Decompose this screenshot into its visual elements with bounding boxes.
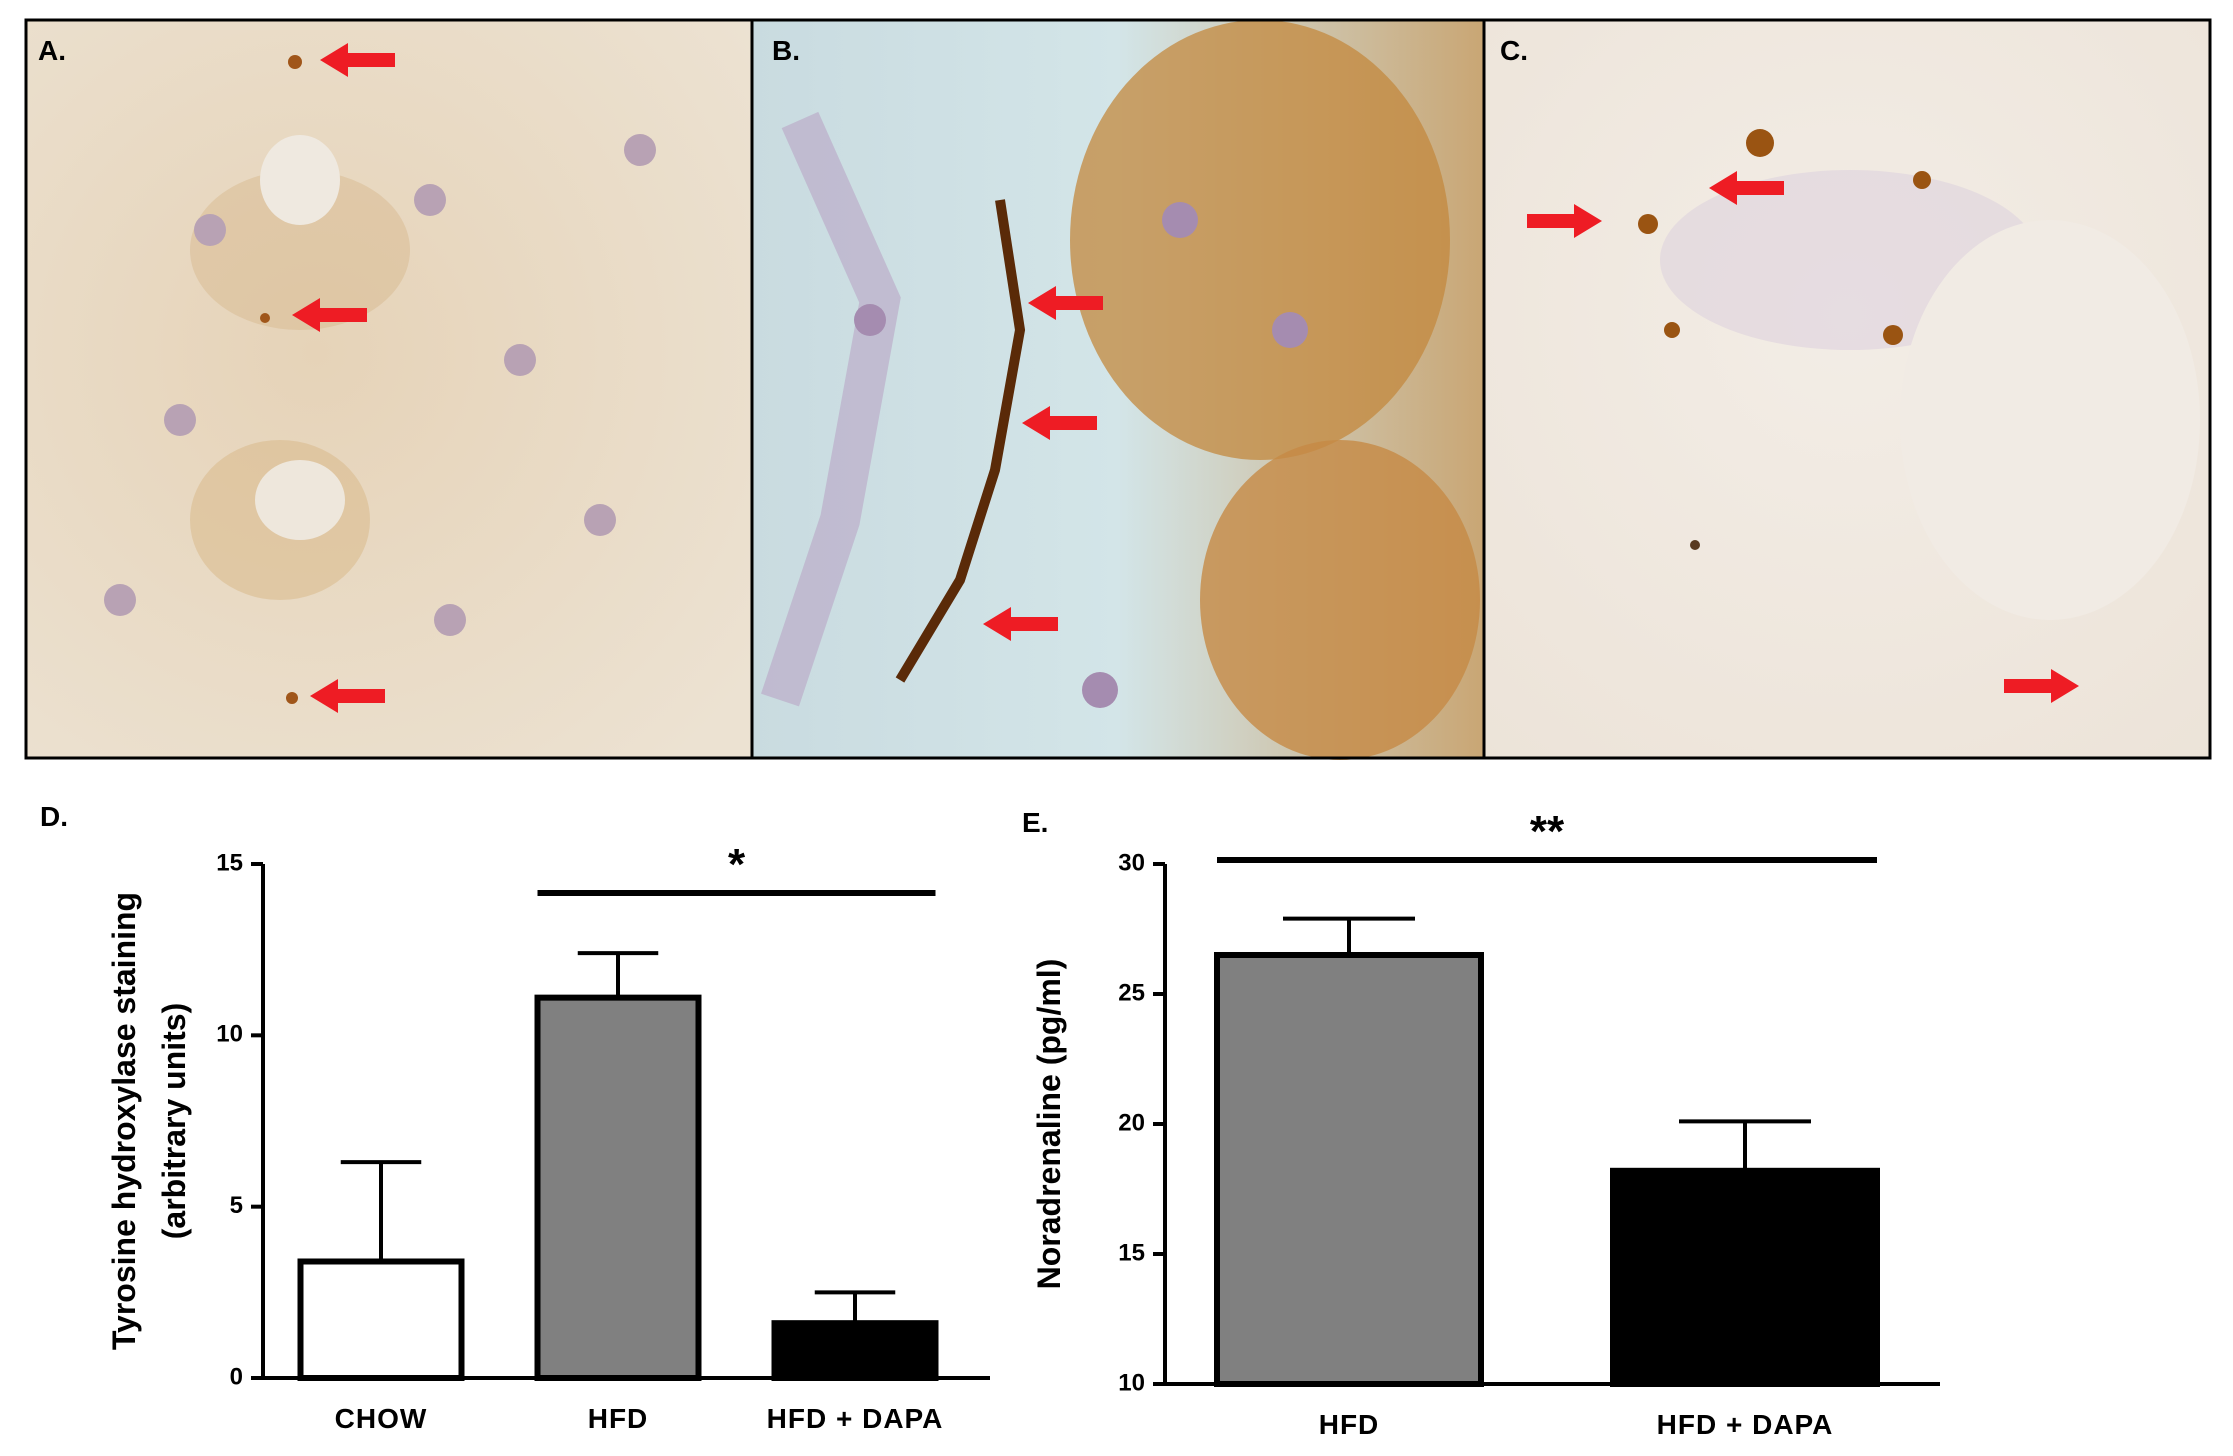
y-axis-label: Tyrosine hydroxylase staining (106, 892, 142, 1350)
y-tick-label: 5 (230, 1192, 243, 1219)
significance-label: * (728, 840, 746, 889)
x-tick-label: HFD (1319, 1409, 1380, 1440)
y-tick-label: 0 (230, 1363, 243, 1390)
micrograph-b (752, 20, 1484, 760)
bar (1214, 952, 1484, 1387)
bar (297, 1258, 465, 1381)
y-tick-label: 30 (1118, 849, 1145, 876)
bar (1610, 1167, 1880, 1388)
x-tick-label: HFD (588, 1403, 649, 1434)
bar (534, 994, 702, 1381)
y-tick-label: 25 (1118, 979, 1145, 1006)
bar (771, 1320, 939, 1382)
x-tick-label: CHOW (335, 1403, 428, 1434)
panel-label: A. (38, 35, 66, 66)
y-tick-label: 15 (216, 849, 243, 876)
x-tick-label: HFD + DAPA (1657, 1409, 1834, 1440)
panel-label: E. (1022, 807, 1048, 838)
significance-label: ** (1530, 807, 1565, 856)
y-tick-label: 15 (1118, 1239, 1145, 1266)
y-axis-label: Noradrenaline (pg/ml) (1031, 959, 1067, 1290)
panel-label: D. (40, 801, 68, 832)
micrograph-c (1484, 20, 2210, 758)
micrograph-a (26, 20, 752, 758)
y-axis-label: (arbitrary units) (156, 1003, 192, 1239)
panel-borders (24, 18, 2212, 760)
y-tick-label: 10 (216, 1021, 243, 1048)
x-tick-label: HFD + DAPA (767, 1403, 944, 1434)
panel-label: B. (772, 35, 800, 66)
panel-label: C. (1500, 35, 1528, 66)
y-tick-label: 10 (1118, 1369, 1145, 1396)
y-tick-label: 20 (1118, 1109, 1145, 1136)
